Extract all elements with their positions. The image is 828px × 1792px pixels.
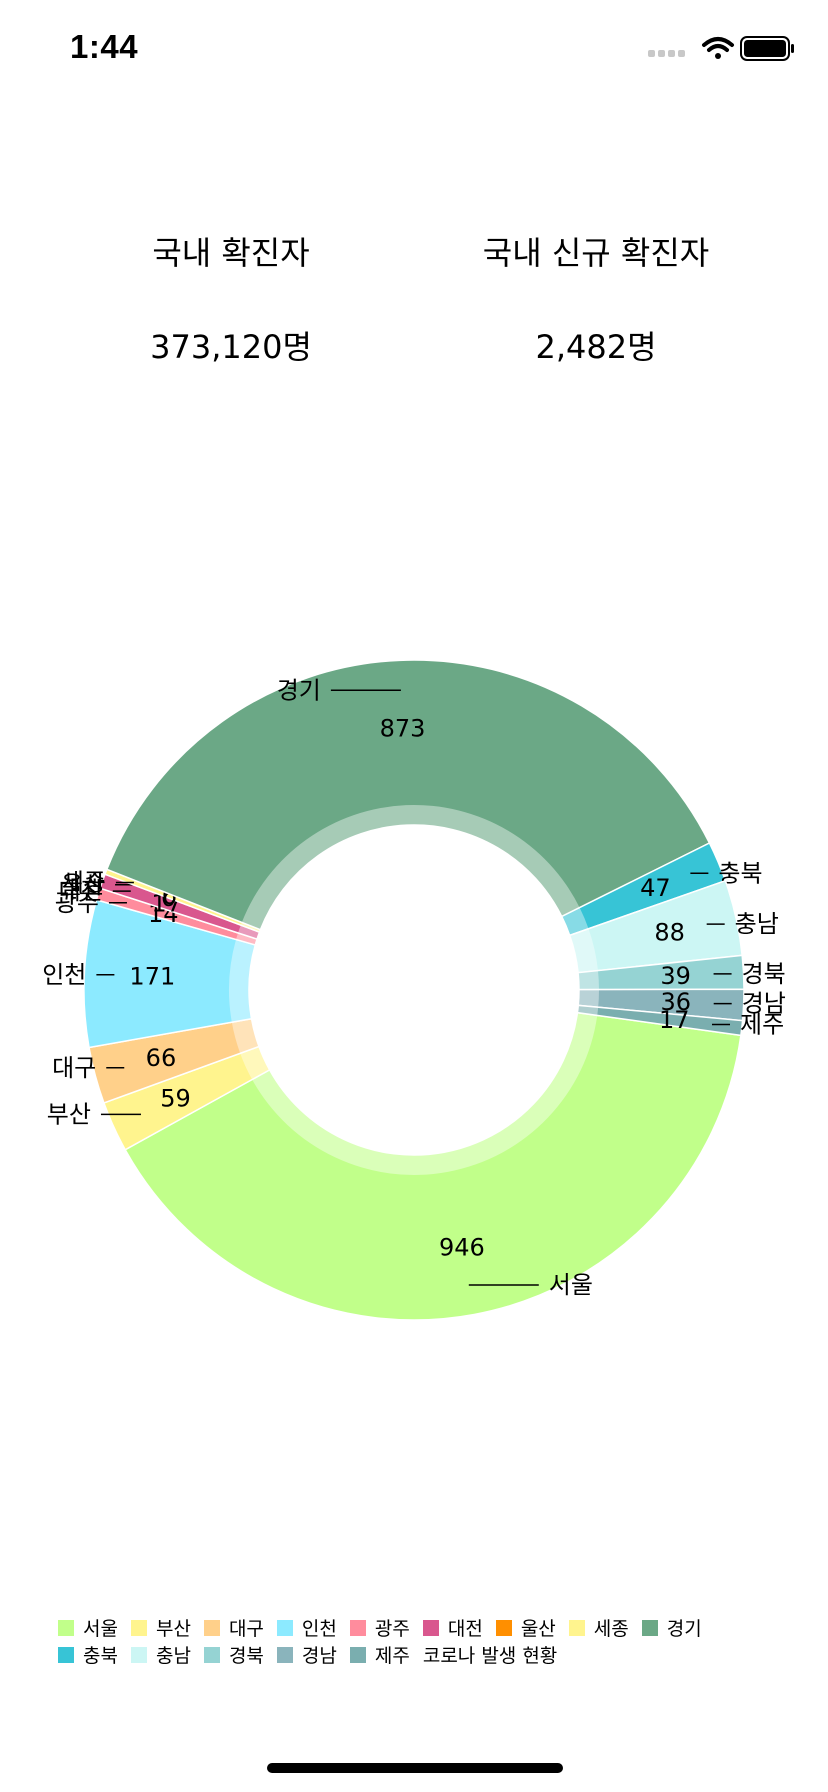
legend-label: 경남 xyxy=(301,1645,337,1667)
legend-item-충북: 충북 xyxy=(58,1641,118,1668)
legend-label: 서울 xyxy=(83,1618,118,1640)
legend-item-인천: 인천 xyxy=(276,1614,337,1641)
total-cases-label: 국내 확진자 xyxy=(152,234,310,272)
slice-value-label: 66 xyxy=(146,1044,177,1072)
slice-inner-shade xyxy=(578,989,599,1008)
status-bar: 1:44 xyxy=(0,0,828,100)
slice-category-label: 대구 xyxy=(52,1054,96,1082)
legend-swatch xyxy=(58,1646,74,1663)
new-cases-label: 국내 신규 확진자 xyxy=(482,234,710,272)
legend-label: 충남 xyxy=(155,1645,191,1667)
slice-value-label: 873 xyxy=(380,714,426,742)
legend-swatch xyxy=(203,1619,220,1636)
slice-inner-shade xyxy=(252,1012,598,1175)
legend-swatch xyxy=(349,1646,366,1663)
legend-label: 울산 xyxy=(520,1618,556,1640)
slice-value-label: 17 xyxy=(659,1006,690,1034)
legend-row: 충북 충남 경북 경남 제주 코로나 발생 현황 xyxy=(58,1641,798,1668)
legend-label: 인천 xyxy=(301,1618,337,1640)
slice-value-label: 39 xyxy=(660,962,691,990)
legend-label: 대전 xyxy=(447,1618,483,1640)
slice-inner-shade xyxy=(578,970,599,990)
regional-cases-donut-chart: 946서울59부산66대구171인천14광주17대전0울산6세종873경기47충… xyxy=(42,659,786,1321)
slice-inner-shade xyxy=(241,804,580,930)
legend-item-광주: 광주 xyxy=(349,1614,410,1641)
cellular-signal-icon xyxy=(648,50,685,57)
slice-category-label: 부산 xyxy=(47,1100,91,1128)
legend-swatch xyxy=(641,1619,658,1636)
slice-value-label: 946 xyxy=(439,1234,485,1262)
slice-category-label: 대전 xyxy=(59,877,103,905)
status-time: 1:44 xyxy=(70,28,139,65)
home-indicator xyxy=(267,1763,563,1773)
legend-item-제주: 제주 xyxy=(349,1641,410,1668)
slice-inner-shade xyxy=(240,1046,270,1080)
legend-item-서울: 서울 xyxy=(58,1614,118,1641)
slice-value-label: 59 xyxy=(160,1085,191,1113)
legend-label: 세종 xyxy=(593,1618,629,1640)
legend-swatch xyxy=(130,1646,147,1663)
slice-value-label: 88 xyxy=(654,918,685,946)
slice-inner-shade xyxy=(229,939,256,1023)
legend-item-충남: 충남 xyxy=(130,1641,191,1668)
slice-inner-shade xyxy=(561,907,589,936)
legend-swatch xyxy=(276,1619,293,1636)
slice-제주[interactable] xyxy=(576,1004,744,1037)
slice-서울[interactable] xyxy=(124,1011,742,1321)
legend-item-경기: 경기 xyxy=(641,1614,702,1641)
slice-category-label: 인천 xyxy=(42,961,86,989)
new-cases-value: 2,482명 xyxy=(535,328,657,366)
legend-title: 코로나 발생 현황 xyxy=(422,1645,558,1667)
legend-item-부산: 부산 xyxy=(130,1614,191,1641)
legend-label: 대구 xyxy=(228,1618,264,1640)
legend-swatch xyxy=(203,1646,220,1663)
slice-inner-shade xyxy=(238,925,260,940)
wifi-icon xyxy=(702,37,734,59)
slice-category-label: 충남 xyxy=(735,910,779,938)
legend-swatch xyxy=(495,1619,512,1636)
slice-category-label: 울산 xyxy=(61,871,105,899)
slice-category-label: 경기 xyxy=(277,676,321,704)
slice-category-label: 세종 xyxy=(62,869,106,897)
legend-swatch xyxy=(422,1619,439,1636)
legend-label: 경기 xyxy=(666,1618,702,1640)
total-cases-value: 373,120명 xyxy=(150,328,312,366)
legend-swatch xyxy=(349,1619,366,1636)
slice-value-label: 171 xyxy=(129,963,175,991)
legend-label: 제주 xyxy=(374,1645,410,1667)
legend-item-대구: 대구 xyxy=(203,1614,264,1641)
slice-inner-shade xyxy=(569,928,598,973)
slice-경기[interactable] xyxy=(105,659,711,931)
legend-swatch xyxy=(276,1646,293,1663)
slice-inner-shade xyxy=(236,932,258,945)
battery-icon xyxy=(740,36,794,61)
status-icons xyxy=(648,36,794,61)
total-cases-stat: 국내 확진자 373,120명 xyxy=(31,228,431,368)
slice-value-label: 36 xyxy=(660,988,691,1016)
legend-label: 부산 xyxy=(155,1618,191,1640)
slice-inner-shade xyxy=(231,1018,259,1054)
legend-item-대전: 대전 xyxy=(422,1614,483,1641)
legend-swatch xyxy=(58,1619,74,1636)
legend-swatch xyxy=(568,1619,585,1636)
new-cases-stat: 국내 신규 확진자 2,482명 xyxy=(396,228,796,368)
slice-category-label: 광주 xyxy=(55,889,99,917)
slice-category-label: 제주 xyxy=(740,1011,784,1039)
slice-inner-shade xyxy=(577,1005,599,1016)
slice-category-label: 경북 xyxy=(742,960,786,988)
slice-category-label: 서울 xyxy=(549,1271,593,1299)
legend-item-세종: 세종 xyxy=(568,1614,629,1641)
legend-item-경남: 경남 xyxy=(276,1641,337,1668)
legend-item-울산: 울산 xyxy=(495,1614,556,1641)
legend-label: 광주 xyxy=(374,1618,410,1640)
slice-category-label: 경남 xyxy=(742,990,786,1018)
slice-value-label: 47 xyxy=(640,874,671,902)
chart-legend: 서울 부산 대구 인천 광주 대전 울산 세종 경기 충북 충남 경북 경남 제주 코로나 발생 현황 xyxy=(58,1614,798,1668)
legend-row: 서울 부산 대구 인천 광주 대전 울산 세종 경기 xyxy=(58,1614,798,1641)
legend-item-경북: 경북 xyxy=(203,1641,264,1668)
slice-inner-shade xyxy=(240,922,261,933)
legend-label: 경북 xyxy=(228,1645,264,1667)
legend-label: 충북 xyxy=(83,1645,118,1667)
legend-swatch xyxy=(130,1619,147,1636)
